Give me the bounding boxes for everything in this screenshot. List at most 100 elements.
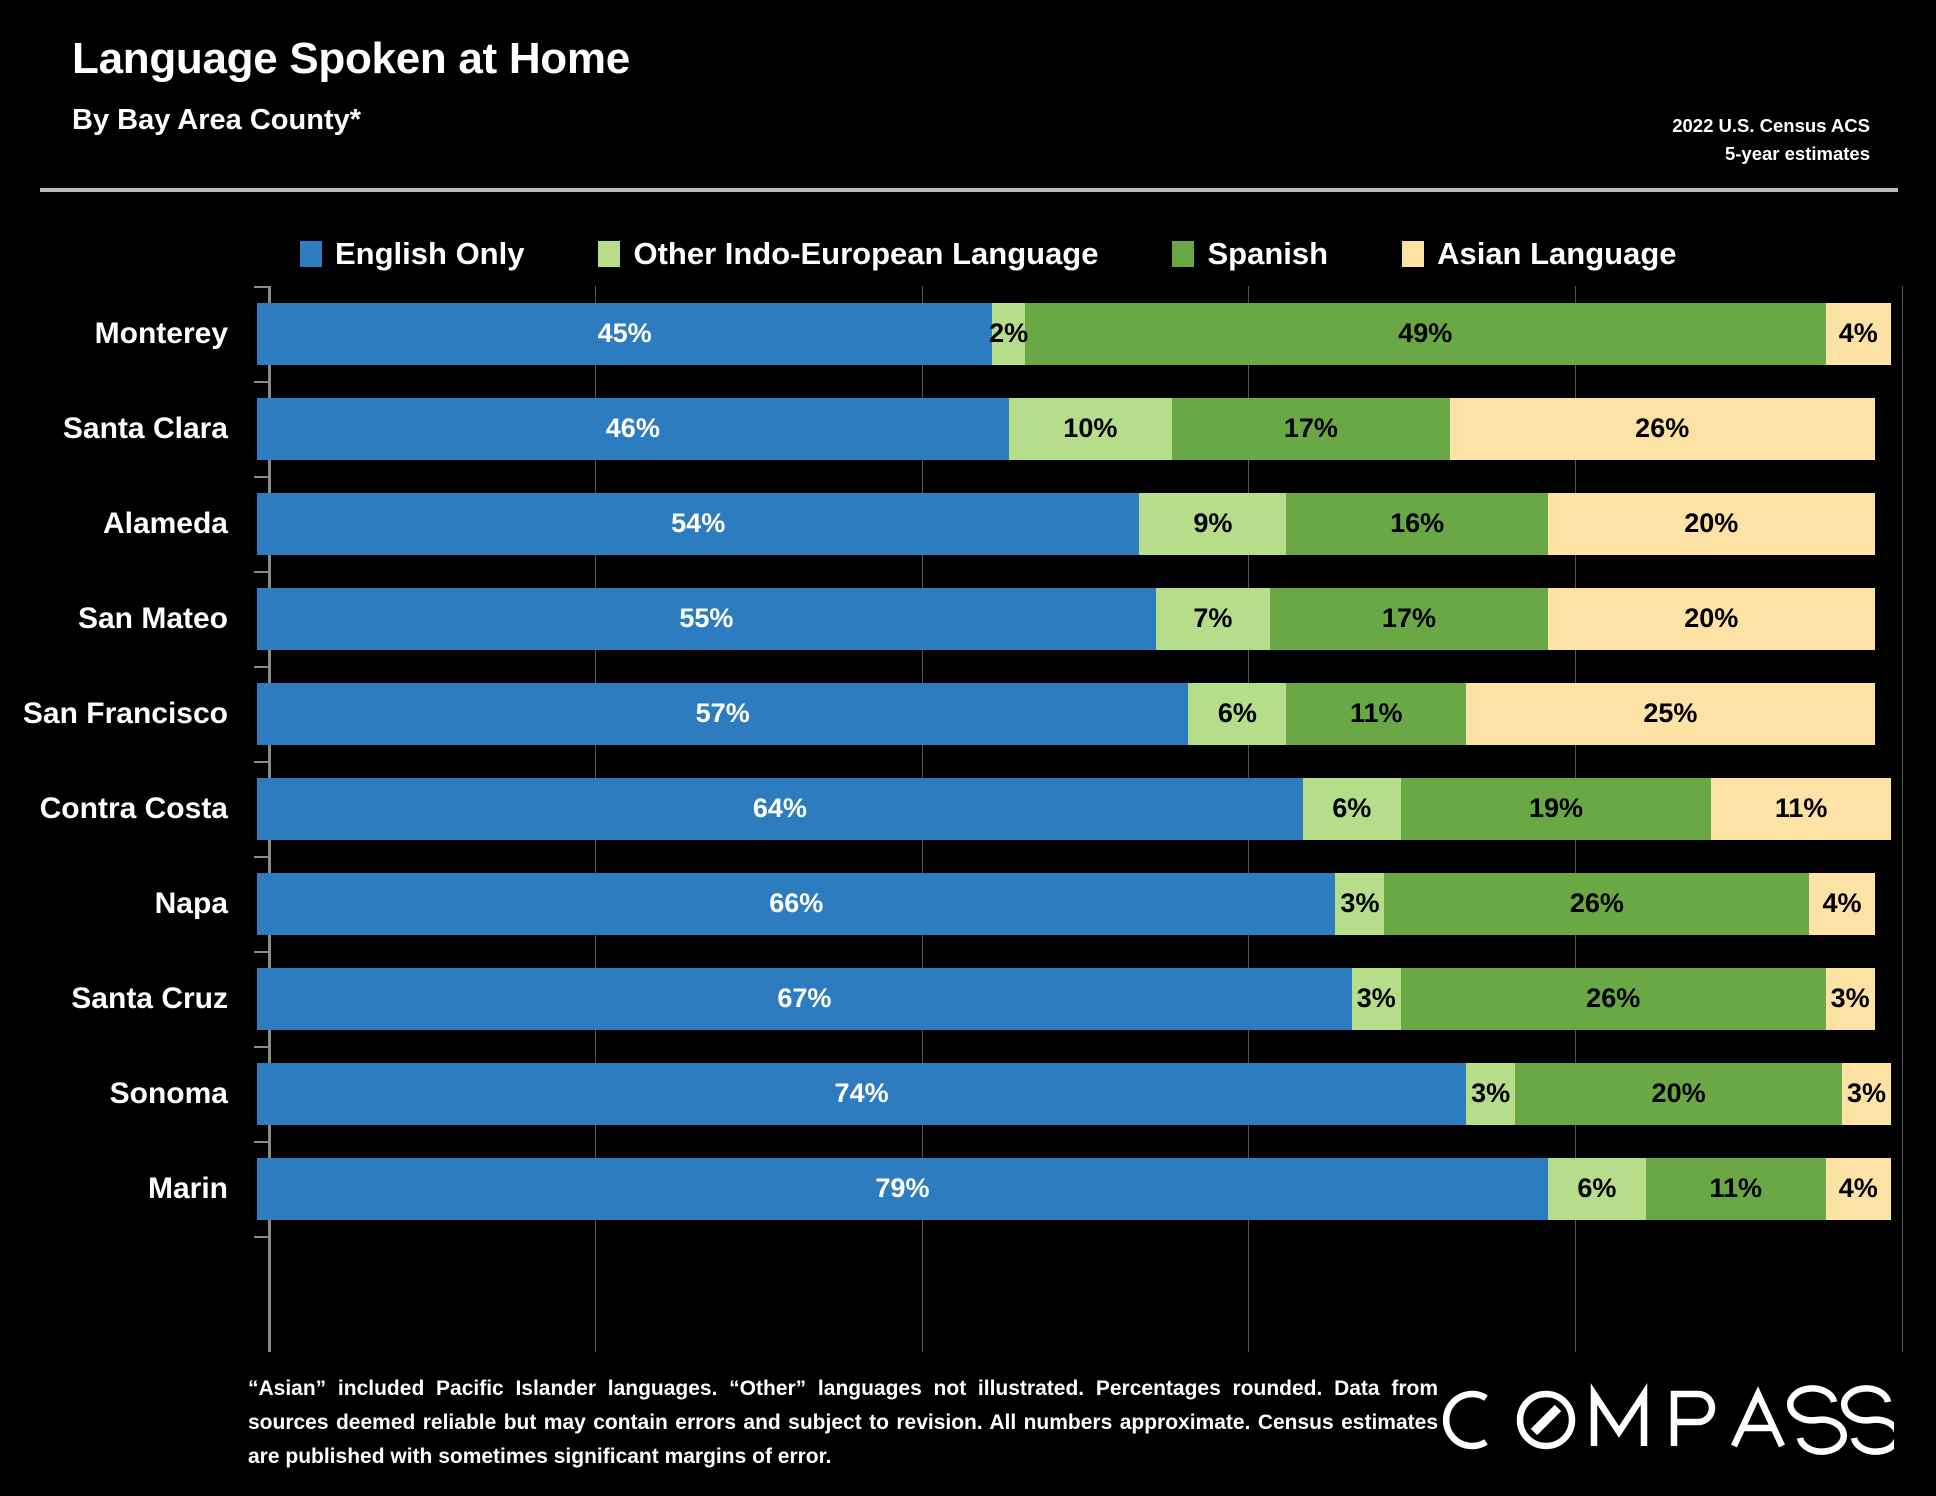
bar-segment-value: 17% (1381, 603, 1436, 633)
category-label-napa: Napa (154, 886, 228, 920)
chart-row: Contra Costa 64% 6% 19% 11% (0, 761, 1936, 856)
legend-item-spanish[interactable]: Spanish (1172, 236, 1328, 272)
bar-segment-asian[interactable]: 3% (1825, 967, 1875, 1030)
bar-segment-english[interactable]: 55% (257, 587, 1156, 650)
bar-segment-asian[interactable]: 26% (1449, 397, 1875, 460)
bar-segment-value: 3% (1471, 1078, 1511, 1108)
stacked-bar: 64% 6% 19% 11% (257, 777, 1891, 840)
bar-segment-english[interactable]: 67% (257, 967, 1352, 1030)
axis-tick (254, 476, 268, 478)
bar-segment-value: 6% (1577, 1173, 1617, 1203)
legend-item-other-indo-european-language[interactable]: Other Indo-European Language (598, 236, 1098, 272)
bar-segment-indoeuro[interactable]: 6% (1547, 1157, 1646, 1220)
bar-segment-spanish[interactable]: 19% (1400, 777, 1712, 840)
bar-segment-asian[interactable]: 25% (1466, 682, 1875, 745)
chart-row: Alameda 54% 9% 16% 20% (0, 476, 1936, 571)
bar-segment-spanish[interactable]: 11% (1645, 1157, 1826, 1220)
bar-segment-asian[interactable]: 4% (1825, 1157, 1891, 1220)
compass-logo (1442, 1382, 1894, 1458)
stacked-bar: 79% 6% 11% 4% (257, 1157, 1891, 1220)
bar-segment-value: 20% (1684, 508, 1739, 538)
bar-segment-asian[interactable]: 4% (1825, 302, 1891, 365)
bar-segment-asian[interactable]: 20% (1547, 492, 1875, 555)
stacked-bar: 74% 3% 20% 3% (257, 1062, 1891, 1125)
bar-segment-value: 17% (1283, 413, 1338, 443)
axis-tick (254, 286, 268, 288)
bar-segment-value: 3% (1340, 888, 1380, 918)
axis-tick (254, 1141, 268, 1143)
category-label-santa-clara: Santa Clara (62, 411, 228, 445)
bar-segment-value: 10% (1063, 413, 1118, 443)
bar-segment-value: 79% (875, 1173, 930, 1203)
stacked-bar: 67% 3% 26% 3% (257, 967, 1875, 1030)
chart-row: Monterey 45% 2% 49% 4% (0, 286, 1936, 381)
bar-segment-indoeuro[interactable]: 7% (1155, 587, 1271, 650)
bar-segment-asian[interactable]: 4% (1809, 872, 1875, 935)
bar-segment-indoeuro[interactable]: 2% (989, 302, 1028, 365)
header-divider (40, 188, 1898, 192)
source-attribution: 2022 U.S. Census ACS 5-year estimates (1672, 112, 1870, 168)
chart-legend: English Only Other Indo-European Language… (300, 228, 1860, 280)
bar-segment-spanish[interactable]: 49% (1024, 302, 1826, 365)
bar-segment-indoeuro[interactable]: 6% (1188, 682, 1287, 745)
bar-segment-indoeuro[interactable]: 3% (1335, 872, 1385, 935)
stacked-bar: 45% 2% 49% 4% (257, 302, 1891, 365)
bar-segment-indoeuro[interactable]: 6% (1302, 777, 1401, 840)
bar-segment-value: 67% (777, 983, 832, 1013)
bar-segment-asian[interactable]: 20% (1547, 587, 1875, 650)
bar-segment-asian[interactable]: 11% (1711, 777, 1891, 840)
legend-swatch-icon (300, 241, 322, 267)
bar-segment-value: 7% (1193, 603, 1233, 633)
bar-segment-value: 3% (1846, 1078, 1886, 1108)
bar-segment-value: 57% (695, 698, 750, 728)
legend-label: English Only (335, 236, 525, 271)
legend-label: Asian Language (1437, 236, 1677, 271)
page-title: Language Spoken at Home (72, 34, 630, 83)
category-label-sonoma: Sonoma (109, 1076, 228, 1110)
chart-row: San Mateo 55% 7% 17% 20% (0, 571, 1936, 666)
bar-segment-spanish[interactable]: 20% (1515, 1062, 1842, 1125)
bar-segment-asian[interactable]: 3% (1841, 1062, 1891, 1125)
chart-row: Santa Cruz 67% 3% 26% 3% (0, 951, 1936, 1046)
bar-segment-english[interactable]: 57% (257, 682, 1189, 745)
bar-segment-value: 11% (1349, 698, 1403, 728)
bar-segment-english[interactable]: 45% (257, 302, 993, 365)
axis-tick (254, 666, 268, 668)
legend-label: Spanish (1207, 236, 1329, 271)
bar-segment-value: 66% (769, 888, 824, 918)
bar-segment-value: 6% (1332, 793, 1372, 823)
bar-segment-english[interactable]: 74% (257, 1062, 1467, 1125)
bar-segment-spanish[interactable]: 11% (1286, 682, 1467, 745)
bar-segment-value: 6% (1217, 698, 1257, 728)
bar-segment-english[interactable]: 66% (257, 872, 1336, 935)
stacked-bar: 57% 6% 11% 25% (257, 682, 1875, 745)
bar-segment-indoeuro[interactable]: 3% (1466, 1062, 1516, 1125)
bar-segment-english[interactable]: 64% (257, 777, 1303, 840)
bar-segment-value: 26% (1586, 983, 1641, 1013)
bar-segment-spanish[interactable]: 17% (1172, 397, 1450, 460)
bar-segment-indoeuro[interactable]: 9% (1139, 492, 1287, 555)
bar-segment-value: 3% (1356, 983, 1396, 1013)
category-label-monterey: Monterey (94, 316, 228, 350)
bar-segment-spanish[interactable]: 16% (1286, 492, 1548, 555)
legend-swatch-icon (598, 241, 621, 267)
bar-segment-spanish[interactable]: 17% (1270, 587, 1548, 650)
legend-item-asian-language[interactable]: Asian Language (1402, 236, 1677, 272)
bar-segment-spanish[interactable]: 26% (1400, 967, 1826, 1030)
chart-row: Santa Clara 46% 10% 17% 26% (0, 381, 1936, 476)
bar-segment-english[interactable]: 79% (257, 1157, 1548, 1220)
bar-segment-value: 49% (1398, 318, 1453, 348)
axis-tick (254, 951, 268, 953)
bar-segment-english[interactable]: 54% (257, 492, 1140, 555)
chart-header: Language Spoken at Home By Bay Area Coun… (0, 0, 1936, 196)
bar-segment-english[interactable]: 46% (257, 397, 1009, 460)
legend-swatch-icon (1402, 241, 1425, 267)
bar-segment-spanish[interactable]: 26% (1384, 872, 1810, 935)
footnote-text: “Asian” included Pacific Islander langua… (248, 1377, 1438, 1469)
chart-row: San Francisco 57% 6% 11% 25% (0, 666, 1936, 761)
bar-segment-indoeuro[interactable]: 3% (1351, 967, 1401, 1030)
bar-segment-value: 45% (597, 318, 652, 348)
bar-segment-indoeuro[interactable]: 10% (1008, 397, 1173, 460)
bar-segment-value: 55% (679, 603, 734, 633)
legend-item-english-only[interactable]: English Only (300, 236, 524, 272)
